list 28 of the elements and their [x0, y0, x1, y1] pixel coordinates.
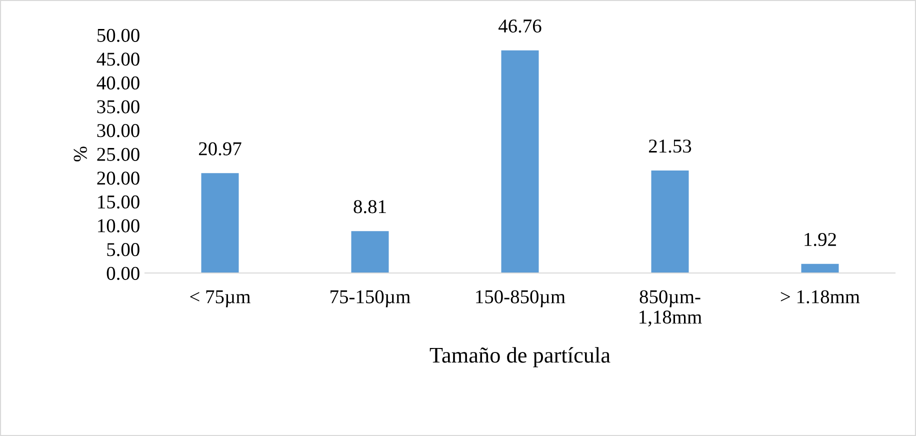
- x-axis-title: Tamaño de partícula: [430, 347, 610, 368]
- x-tick-label: 150-850µm: [476, 290, 566, 308]
- y-axis-title: %: [74, 146, 87, 162]
- y-tick-label: 20.00: [97, 172, 140, 185]
- y-tick-label: 10.00: [98, 219, 140, 232]
- bar: [501, 50, 539, 273]
- y-tick-label: 5.00: [107, 243, 140, 256]
- y-tick-label: 15.00: [98, 195, 140, 209]
- data-label: 1.92: [804, 232, 836, 246]
- data-label: 20.97: [198, 142, 242, 156]
- bar: [651, 170, 689, 273]
- x-tick-label: 850µm- 1,18mm: [640, 290, 702, 326]
- y-tick-label: 30.00: [97, 124, 140, 138]
- y-tick-label: 50.00: [98, 28, 140, 42]
- y-tick-label: 0.00: [106, 266, 140, 280]
- x-tick-label: 75-150µm: [330, 290, 410, 308]
- bar: [201, 173, 239, 273]
- bar: [351, 231, 389, 273]
- y-tick-label: 25.00: [97, 148, 140, 162]
- data-label: 21.53: [648, 140, 692, 153]
- data-label: 46.76: [498, 20, 542, 33]
- data-label: 8.81: [354, 200, 386, 214]
- x-tick-label: < 75µm: [190, 290, 250, 308]
- y-tick-label: 40.00: [96, 76, 140, 90]
- bar: [801, 264, 839, 273]
- y-tick-label: 45.00: [96, 52, 140, 66]
- x-tick-label: > 1.18mm: [780, 290, 860, 304]
- y-tick-label: 35.00: [97, 100, 140, 114]
